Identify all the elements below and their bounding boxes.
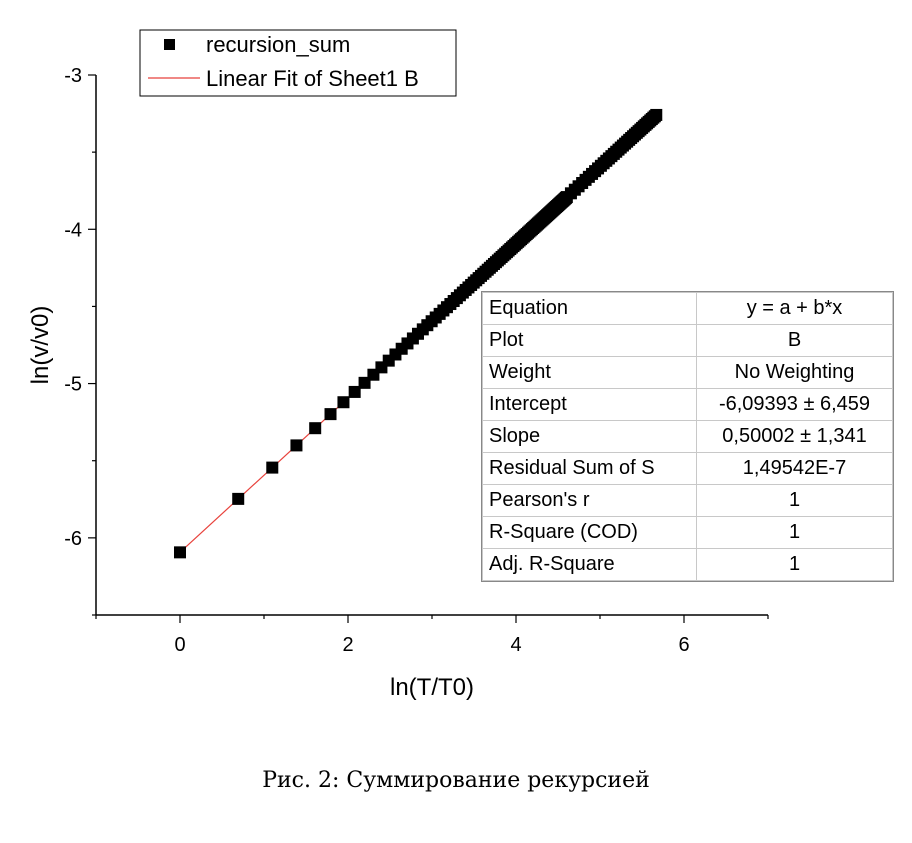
data-point: [324, 408, 337, 421]
x-tick-label: 0: [174, 634, 185, 656]
fit-table-label: Weight: [482, 356, 697, 389]
fit-table-row: Plot B: [482, 324, 893, 357]
fit-table-label: Residual Sum of S: [482, 452, 697, 485]
y-tick-label: -6: [64, 528, 82, 550]
fit-table-row: Equation y = a + b*x: [482, 292, 893, 325]
fit-table-value: B: [696, 324, 893, 357]
data-point: [337, 396, 350, 409]
x-tick-label: 2: [342, 634, 353, 656]
y-axis-label: ln(v/v0): [27, 306, 54, 385]
fit-table-label: Equation: [482, 292, 697, 325]
legend-label-recursion-sum: recursion_sum: [206, 32, 350, 57]
fit-table-value: 1,49542E-7: [696, 452, 893, 485]
figure-caption: Рис. 2: Суммирование рекурсией: [262, 768, 650, 793]
fit-table-label: Slope: [482, 420, 697, 453]
legend-marker-recursion-sum: [164, 39, 175, 50]
x-tick-label: 6: [678, 634, 689, 656]
fit-table-value: 1: [696, 516, 893, 549]
data-point: [309, 422, 322, 435]
fit-table-value: 1: [696, 548, 893, 581]
data-point: [348, 385, 361, 398]
data-point: [650, 108, 663, 121]
fit-table-label: Pearson's r: [482, 484, 697, 517]
fit-table-row: R-Square (COD) 1: [482, 516, 893, 549]
fit-table-label: Plot: [482, 324, 697, 357]
legend-box: [139, 29, 457, 97]
data-point: [174, 546, 186, 559]
fit-table-label: Intercept: [482, 388, 697, 421]
ticks: 0 2 4 6 -6 -5 -4 -3: [64, 65, 769, 656]
fit-table-value: 0,50002 ± 1,341: [696, 420, 893, 453]
data-marks: [174, 108, 663, 559]
x-tick-label: 4: [510, 634, 521, 656]
fit-table-row: Residual Sum of S 1,49542E-7: [482, 452, 893, 485]
y-tick-label: -5: [64, 374, 82, 396]
fit-table-label: Adj. R-Square: [482, 548, 697, 581]
fit-table-value: -6,09393 ± 6,459: [696, 388, 893, 421]
fit-table-row: Intercept -6,09393 ± 6,459: [482, 388, 893, 421]
fit-results-table: Equation y = a + b*x Plot B Weight No Weighti…: [481, 291, 894, 582]
data-point: [266, 461, 279, 474]
fit-table-value: 1: [696, 484, 893, 517]
fit-table-value: y = a + b*x: [696, 292, 893, 325]
y-tick-label: -4: [64, 219, 82, 241]
fit-table-value: No Weighting: [696, 356, 893, 389]
fit-table-label: R-Square (COD): [482, 516, 697, 549]
fit-table-row: Weight No Weighting: [482, 356, 893, 389]
x-axis-label: ln(T/T0): [390, 674, 474, 701]
y-tick-label: -3: [64, 65, 82, 87]
legend: recursion_sum Linear Fit of Sheet1 B: [139, 29, 457, 97]
fit-table-row: Adj. R-Square 1: [482, 548, 893, 581]
data-point: [232, 492, 245, 505]
legend-label-linear-fit: Linear Fit of Sheet1 B: [206, 66, 419, 91]
fit-table-row: Slope 0,50002 ± 1,341: [482, 420, 893, 453]
data-point: [290, 439, 303, 452]
